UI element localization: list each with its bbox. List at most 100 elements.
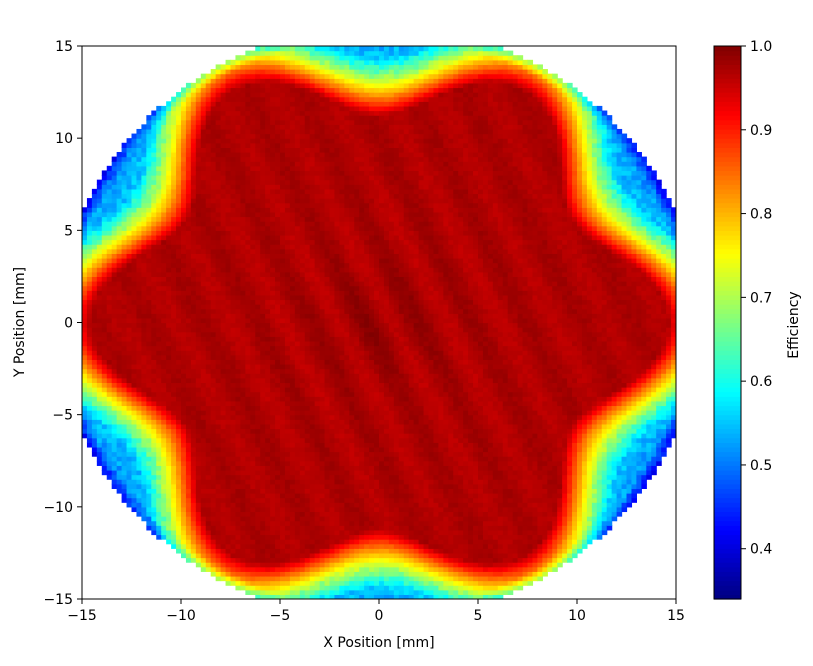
heatmap-cell [255,451,261,457]
heatmap-cell [304,253,311,259]
heatmap-cell [250,110,256,116]
heatmap-cell [314,539,321,545]
heatmap-cell [314,262,321,268]
heatmap-cell [205,317,212,324]
heatmap-cell [265,262,271,268]
heatmap-cell [275,142,281,148]
heatmap-cell [86,257,93,264]
heatmap-cell [151,456,157,462]
heatmap-cell [176,290,182,296]
heatmap-cell [171,262,177,268]
heatmap-cell [270,87,276,93]
heatmap-cell [275,317,281,324]
heatmap-cell [215,340,222,347]
heatmap-cell [106,281,113,287]
heatmap-cell [195,248,202,254]
heatmap-cell [156,387,162,393]
heatmap-cell [205,267,212,273]
heatmap-cell [161,359,167,365]
heatmap-cell [146,179,152,185]
heatmap-cell [225,156,232,162]
heatmap-cell [116,175,123,181]
heatmap-cell [141,506,147,513]
heatmap-cell [235,64,241,70]
heatmap-cell [284,571,291,577]
heatmap-cell [86,363,93,370]
heatmap-cell [255,73,261,79]
heatmap-cell [210,506,217,513]
heatmap-cell [116,465,123,471]
heatmap-cell [235,87,241,93]
heatmap-cell [294,151,301,158]
heatmap-cell [96,239,103,245]
heatmap-cell [240,442,246,448]
heatmap-cell [151,234,157,241]
heatmap-cell [304,87,311,93]
heatmap-cell [324,262,331,268]
heatmap-cell [245,128,251,135]
heatmap-cell [181,350,187,356]
heatmap-cell [240,138,246,144]
heatmap-cell [220,87,227,93]
heatmap-cell [220,234,227,241]
heatmap-cell [270,124,276,130]
heatmap-cell [101,382,108,388]
heatmap-cell [314,59,321,66]
heatmap-cell [121,442,128,448]
heatmap-cell [185,336,192,342]
heatmap-cell [250,580,256,586]
heatmap-cell [230,331,237,337]
heatmap-cell [255,552,261,559]
heatmap-cell [260,382,266,388]
heatmap-cell [116,276,123,282]
heatmap-cell [299,363,306,370]
heatmap-cell [205,363,212,370]
heatmap-cell [324,405,331,411]
heatmap-cell [235,327,241,333]
heatmap-cell [161,506,167,513]
heatmap-cell [210,405,217,411]
heatmap-cell [294,317,301,324]
heatmap-cell [284,92,291,98]
heatmap-cell [304,179,311,185]
heatmap-cell [121,428,128,434]
heatmap-cell [294,469,301,476]
heatmap-cell [324,363,331,370]
heatmap-cell [181,359,187,365]
heatmap-cell [314,428,321,434]
heatmap-cell [176,285,182,291]
heatmap-cell [245,234,251,241]
heatmap-cell [151,165,157,172]
heatmap-cell [185,396,192,402]
heatmap-cell [200,147,207,153]
heatmap-cell [141,156,147,162]
heatmap-cell [319,571,326,577]
heatmap-cell [309,207,316,213]
heatmap-cell [284,469,291,476]
heatmap-cell [240,396,246,402]
heatmap-cell [319,216,326,222]
heatmap-cell [185,234,192,241]
heatmap-cell [255,317,261,324]
heatmap-cell [289,267,296,273]
heatmap-cell [304,50,311,56]
heatmap-cell [319,257,326,264]
heatmap-cell [304,442,311,448]
heatmap-cell [289,202,296,208]
heatmap-cell [240,460,246,466]
heatmap-cell [126,396,133,402]
heatmap-cell [195,110,202,116]
heatmap-cell [171,317,177,324]
heatmap-cell [161,419,167,425]
heatmap-cell [304,571,311,577]
heatmap-cell [299,488,306,494]
heatmap-cell [284,55,291,61]
heatmap-cell [171,124,177,130]
heatmap-cell [200,257,207,264]
heatmap-cell [116,225,123,231]
heatmap-cell [215,211,222,218]
heatmap-cell [91,221,98,227]
heatmap-cell [200,115,207,121]
heatmap-cell [260,82,266,89]
heatmap-cell [314,557,321,563]
